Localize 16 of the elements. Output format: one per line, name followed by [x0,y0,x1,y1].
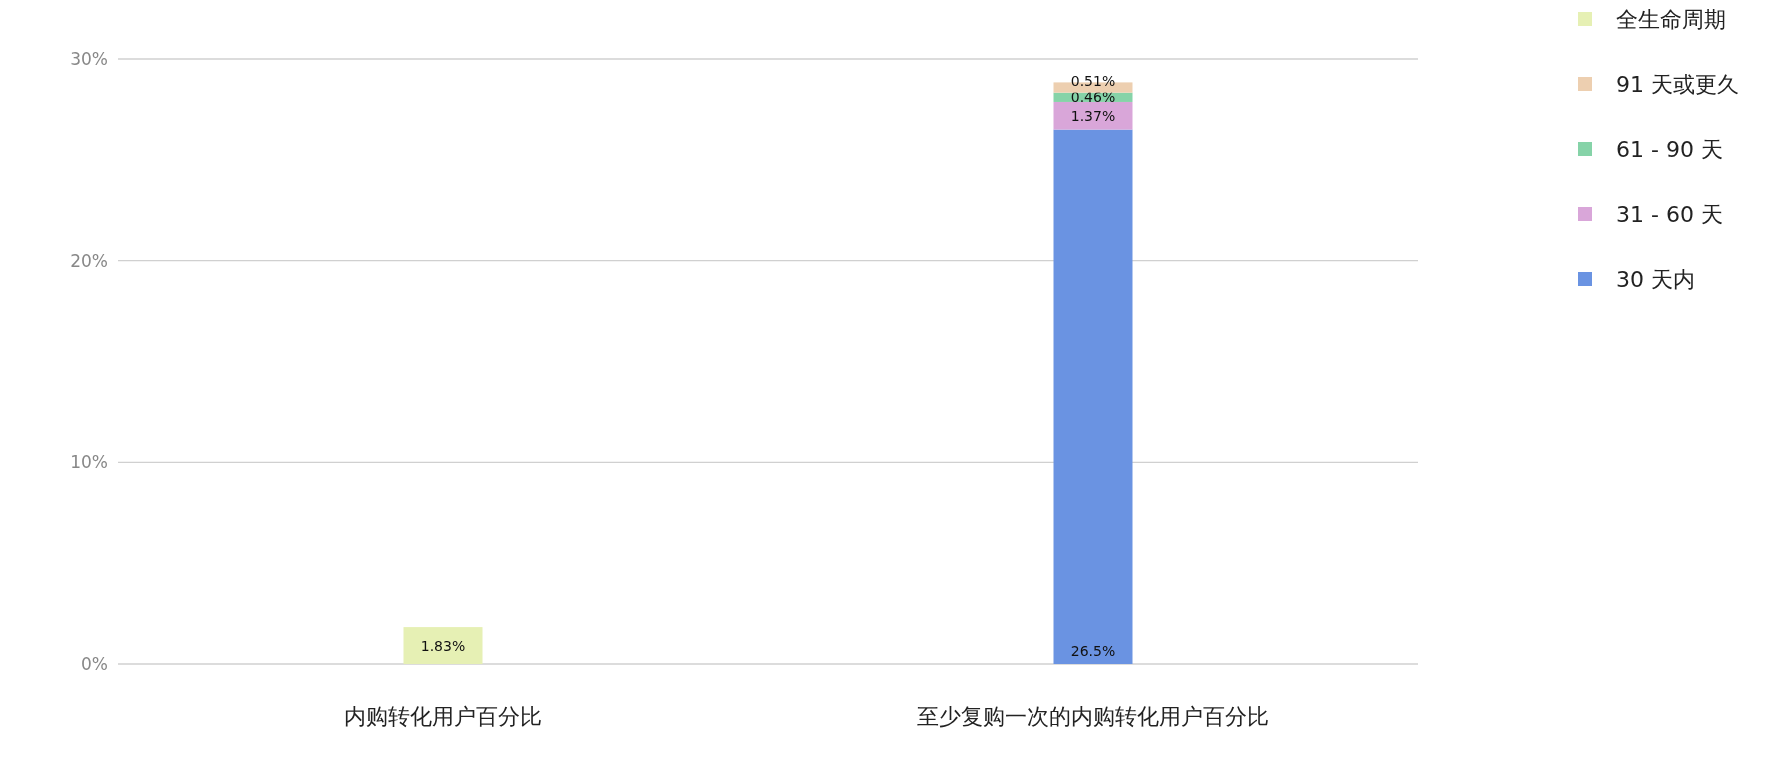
legend-label: 61 - 90 天 [1616,137,1723,162]
y-tick-label: 0% [81,654,108,674]
data-label: 26.5% [1070,643,1116,659]
data-label: 1.37% [1070,107,1116,124]
x-tick-label: 内购转化用户百分比 [344,704,542,729]
data-label: 0.51% [1070,73,1116,90]
legend-label: 91 天或更久 [1616,72,1739,97]
data-label: 1.83% [420,637,466,654]
legend-label: 31 - 60 天 [1616,202,1723,227]
data-label: 0.46% [1070,89,1116,106]
legend-label: 全生命周期 [1616,7,1726,32]
y-tick-label: 10% [70,452,108,473]
y-tick-label: 20% [70,250,108,271]
y-tick-label: 30% [70,49,108,69]
x-tick-label: 至少复购一次的内购转化用户百分比 [917,704,1269,729]
legend-label: 30 天内 [1616,267,1695,292]
